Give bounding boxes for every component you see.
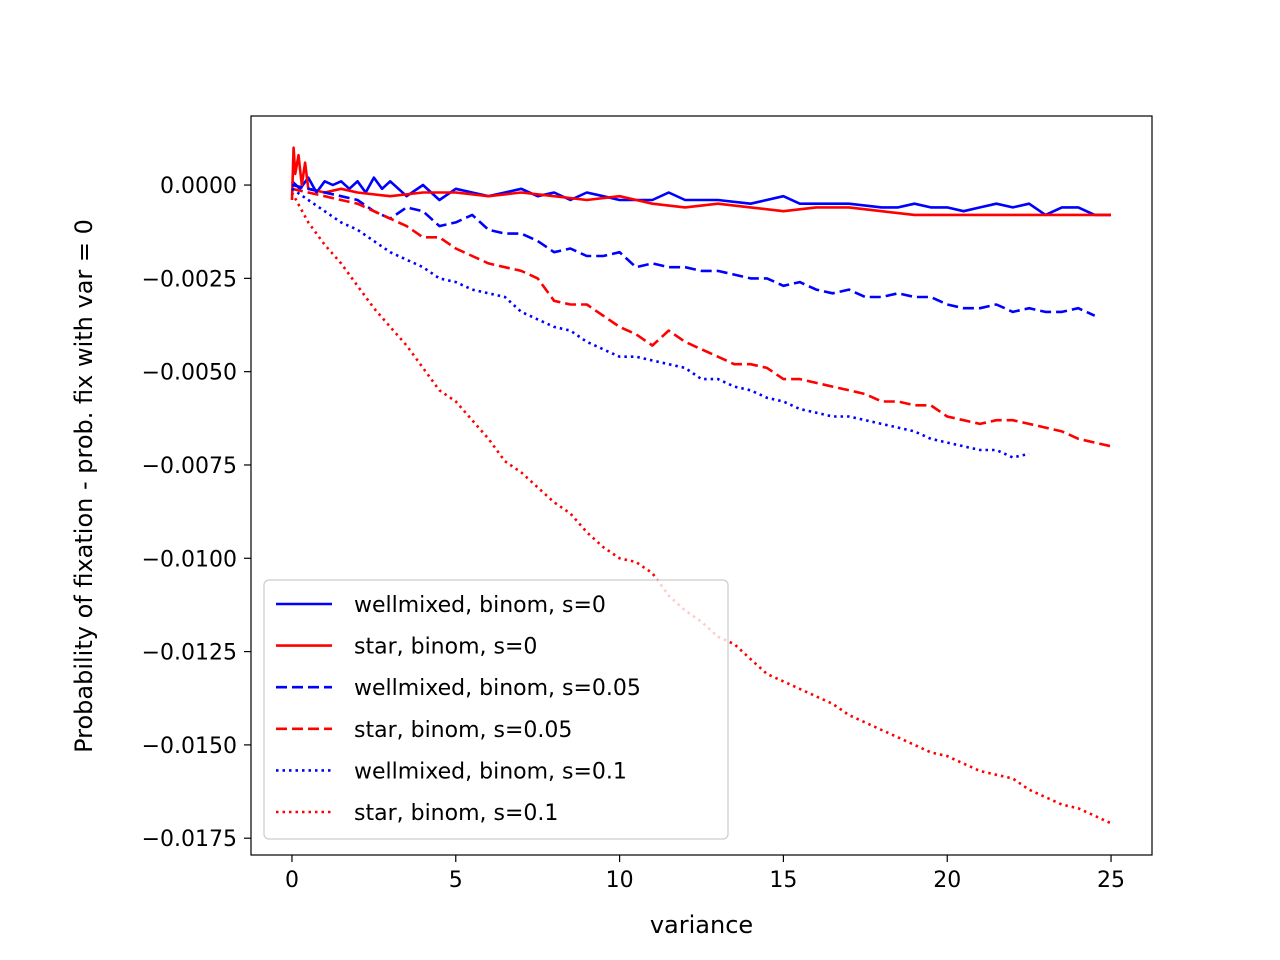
y-tick-label: −0.0175	[142, 827, 237, 852]
y-tick-label: −0.0125	[142, 641, 237, 666]
series-line-2	[290, 146, 1111, 217]
y-tick-label: −0.0050	[142, 361, 237, 386]
y-axis-label: Probability of fixation - prob. fix with…	[70, 219, 98, 753]
y-tick-label: −0.0100	[142, 547, 237, 572]
y-tick-label: −0.0075	[142, 454, 237, 479]
legend-label: wellmixed, binom, s=0.1	[354, 759, 627, 784]
y-tick-label: −0.0025	[142, 267, 237, 292]
series-line-1	[291, 176, 1111, 217]
legend-label: star, binom, s=0.1	[354, 801, 558, 826]
series-line-5	[291, 187, 1030, 459]
series-line-3	[291, 183, 1096, 317]
legend: wellmixed, binom, s=0 star, binom, s=0 wel…	[263, 579, 729, 840]
legend-label: wellmixed, binom, s=0	[354, 593, 606, 618]
x-axis: 0 5 10 15 20 25	[285, 855, 1125, 893]
x-tick-label: 25	[1097, 868, 1125, 893]
y-tick-label: −0.0150	[142, 734, 237, 759]
legend-label: wellmixed, binom, s=0.05	[354, 676, 641, 701]
legend-box	[263, 579, 729, 840]
y-tick-label: 0.0000	[160, 174, 237, 199]
series-layer	[290, 146, 1112, 825]
x-tick-label: 5	[449, 868, 463, 893]
series-line-4	[291, 187, 1112, 448]
plot-area-frame	[250, 115, 1153, 856]
x-tick-label: 0	[285, 868, 299, 893]
series-line-6	[290, 191, 1112, 825]
x-axis-label: variance	[650, 911, 753, 939]
y-axis: 0.0000 −0.0025 −0.0050 −0.0075 −0.0100 −0.012…	[142, 174, 251, 852]
x-tick-label: 10	[606, 868, 634, 893]
x-tick-label: 20	[933, 868, 961, 893]
legend-label: star, binom, s=0	[354, 635, 537, 660]
x-tick-label: 15	[769, 868, 797, 893]
legend-label: star, binom, s=0.05	[354, 718, 572, 743]
